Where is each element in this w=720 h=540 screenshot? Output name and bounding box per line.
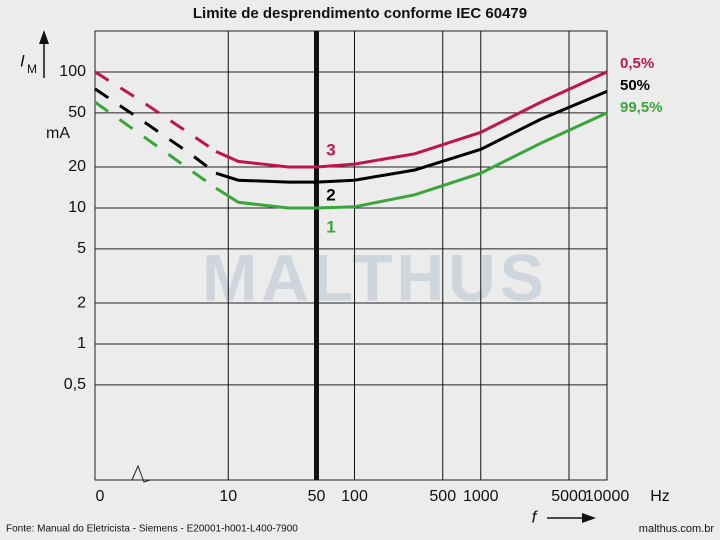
- watermark: MALTHUS: [202, 240, 548, 314]
- y-axis-label-sub: M: [27, 62, 37, 76]
- x-tick-label: 1000: [463, 488, 499, 505]
- y-tick-label: 5: [77, 240, 86, 257]
- chart-title: Limite de desprendimento conforme IEC 60…: [193, 5, 527, 22]
- curve-label: 1: [326, 217, 335, 236]
- axis-break: [131, 464, 151, 483]
- series-line: [215, 70, 608, 169]
- series-line-dashed: [94, 70, 217, 153]
- series-line-dashed: [94, 100, 217, 190]
- x-tick-label: 100: [341, 488, 368, 505]
- x-tick-label: 10: [219, 488, 237, 505]
- site: malthus.com.br: [639, 523, 715, 535]
- y-tick-label: 0,5: [64, 376, 86, 393]
- x-arrow-head: [582, 513, 596, 523]
- x-tick-label: 500: [429, 488, 456, 505]
- curve-label: 3: [326, 141, 335, 160]
- y-tick-label: 10: [68, 199, 86, 216]
- y-tick-label: 1: [77, 335, 86, 352]
- y-tick-label: 2: [77, 294, 86, 311]
- y-unit: mA: [46, 125, 70, 142]
- curve-label: 2: [326, 186, 335, 205]
- source: Fonte: Manual do Eletricista - Siemens -…: [6, 524, 298, 535]
- series-line: [215, 111, 608, 210]
- y-tick-label: 50: [68, 104, 86, 121]
- y-tick-label: 20: [68, 158, 86, 175]
- series-line: [215, 90, 608, 184]
- legend-entry: 0,5%: [620, 55, 654, 72]
- y-axis-label: I: [20, 51, 25, 70]
- x-unit: Hz: [650, 488, 670, 505]
- y-tick-label: 100: [59, 63, 86, 80]
- legend-entry: 99,5%: [620, 99, 663, 116]
- x-tick-label: 50: [308, 488, 326, 505]
- x-tick-label: 10000: [585, 488, 630, 505]
- x-origin-label: 0: [96, 488, 105, 505]
- legend-entry: 50%: [620, 77, 650, 94]
- y-arrow-head: [39, 30, 49, 44]
- x-tick-label: 5000: [551, 488, 587, 505]
- series-line-dashed: [94, 87, 217, 175]
- x-axis-label: f: [532, 507, 539, 526]
